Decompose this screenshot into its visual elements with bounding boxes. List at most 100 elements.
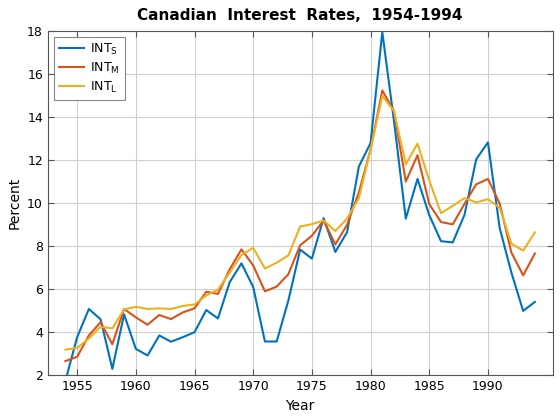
INT$_\mathregular{M}$: [332, 242, 339, 247]
INT$_\mathregular{S}$: [156, 333, 162, 338]
INT$_\mathregular{L}$: [167, 307, 174, 312]
INT$_\mathregular{M}$: [144, 322, 151, 327]
INT$_\mathregular{L}$: [109, 326, 116, 331]
INT$_\mathregular{M}$: [273, 284, 280, 289]
INT$_\mathregular{S}$: [262, 339, 268, 344]
INT$_\mathregular{L}$: [214, 287, 221, 292]
INT$_\mathregular{S}$: [449, 240, 456, 245]
INT$_\mathregular{S}$: [356, 164, 362, 169]
INT$_\mathregular{S}$: [179, 335, 186, 340]
INT$_\mathregular{S}$: [144, 353, 151, 358]
INT$_\mathregular{M}$: [62, 359, 69, 364]
INT$_\mathregular{S}$: [437, 239, 444, 244]
INT$_\mathregular{M}$: [133, 315, 139, 320]
INT$_\mathregular{M}$: [356, 190, 362, 195]
INT$_\mathregular{M}$: [167, 317, 174, 322]
Legend: INT$_\mathregular{S}$, INT$_\mathregular{M}$, INT$_\mathregular{L}$: INT$_\mathregular{S}$, INT$_\mathregular…: [54, 37, 125, 100]
INT$_\mathregular{L}$: [262, 266, 268, 271]
INT$_\mathregular{S}$: [496, 226, 503, 231]
INT$_\mathregular{L}$: [273, 260, 280, 265]
X-axis label: Year: Year: [286, 399, 315, 412]
INT$_\mathregular{L}$: [156, 306, 162, 311]
INT$_\mathregular{L}$: [426, 178, 433, 183]
INT$_\mathregular{M}$: [531, 251, 538, 256]
INT$_\mathregular{M}$: [97, 320, 104, 325]
INT$_\mathregular{S}$: [285, 298, 292, 303]
INT$_\mathregular{S}$: [508, 270, 515, 275]
INT$_\mathregular{S}$: [344, 230, 351, 235]
INT$_\mathregular{M}$: [214, 291, 221, 297]
INT$_\mathregular{S}$: [167, 339, 174, 344]
INT$_\mathregular{M}$: [226, 267, 233, 272]
INT$_\mathregular{M}$: [520, 273, 526, 278]
INT$_\mathregular{M}$: [191, 306, 198, 311]
INT$_\mathregular{S}$: [133, 346, 139, 352]
INT$_\mathregular{M}$: [426, 202, 433, 207]
INT$_\mathregular{S}$: [109, 366, 116, 371]
INT$_\mathregular{M}$: [309, 233, 315, 238]
INT$_\mathregular{L}$: [226, 270, 233, 275]
INT$_\mathregular{M}$: [449, 222, 456, 227]
INT$_\mathregular{L}$: [356, 196, 362, 201]
INT$_\mathregular{L}$: [238, 252, 245, 257]
INT$_\mathregular{M}$: [320, 218, 327, 223]
INT$_\mathregular{S}$: [531, 299, 538, 304]
INT$_\mathregular{M}$: [403, 179, 409, 184]
INT$_\mathregular{S}$: [391, 119, 398, 124]
INT$_\mathregular{L}$: [461, 196, 468, 201]
INT$_\mathregular{L}$: [133, 304, 139, 310]
INT$_\mathregular{S}$: [97, 317, 104, 322]
Y-axis label: Percent: Percent: [7, 177, 21, 229]
INT$_\mathregular{M}$: [285, 272, 292, 277]
INT$_\mathregular{L}$: [74, 345, 81, 350]
INT$_\mathregular{M}$: [484, 176, 491, 181]
INT$_\mathregular{L}$: [203, 293, 209, 298]
INT$_\mathregular{L}$: [86, 336, 92, 341]
INT$_\mathregular{S}$: [203, 307, 209, 312]
INT$_\mathregular{L}$: [285, 253, 292, 258]
INT$_\mathregular{M}$: [461, 202, 468, 207]
INT$_\mathregular{L}$: [121, 307, 128, 312]
INT$_\mathregular{L}$: [473, 200, 479, 205]
INT$_\mathregular{M}$: [121, 307, 128, 312]
INT$_\mathregular{S}$: [414, 176, 421, 181]
INT$_\mathregular{S}$: [297, 247, 304, 252]
INT$_\mathregular{L}$: [320, 218, 327, 223]
Line: INT$_\mathregular{M}$: INT$_\mathregular{M}$: [66, 90, 535, 361]
INT$_\mathregular{L}$: [62, 347, 69, 352]
INT$_\mathregular{M}$: [297, 243, 304, 248]
INT$_\mathregular{S}$: [426, 213, 433, 218]
INT$_\mathregular{S}$: [309, 256, 315, 261]
INT$_\mathregular{L}$: [391, 109, 398, 114]
INT$_\mathregular{L}$: [520, 248, 526, 253]
INT$_\mathregular{S}$: [379, 29, 386, 34]
INT$_\mathregular{M}$: [179, 310, 186, 315]
INT$_\mathregular{S}$: [484, 140, 491, 145]
INT$_\mathregular{S}$: [367, 140, 374, 145]
INT$_\mathregular{M}$: [74, 354, 81, 359]
INT$_\mathregular{M}$: [473, 182, 479, 187]
INT$_\mathregular{S}$: [62, 378, 69, 383]
INT$_\mathregular{M}$: [437, 220, 444, 225]
INT$_\mathregular{S}$: [332, 249, 339, 255]
INT$_\mathregular{L}$: [367, 147, 374, 152]
INT$_\mathregular{L}$: [297, 224, 304, 229]
INT$_\mathregular{L}$: [403, 162, 409, 167]
INT$_\mathregular{L}$: [309, 222, 315, 227]
INT$_\mathregular{M}$: [203, 289, 209, 294]
INT$_\mathregular{M}$: [496, 201, 503, 206]
INT$_\mathregular{S}$: [520, 308, 526, 313]
INT$_\mathregular{L}$: [379, 93, 386, 98]
INT$_\mathregular{L}$: [144, 307, 151, 312]
INT$_\mathregular{S}$: [86, 307, 92, 312]
INT$_\mathregular{L}$: [332, 228, 339, 234]
Line: INT$_\mathregular{L}$: INT$_\mathregular{L}$: [66, 96, 535, 350]
INT$_\mathregular{M}$: [508, 250, 515, 255]
INT$_\mathregular{S}$: [250, 284, 256, 289]
INT$_\mathregular{L}$: [250, 245, 256, 250]
INT$_\mathregular{L}$: [179, 304, 186, 309]
INT$_\mathregular{M}$: [379, 88, 386, 93]
INT$_\mathregular{L}$: [414, 141, 421, 146]
INT$_\mathregular{M}$: [414, 153, 421, 158]
INT$_\mathregular{S}$: [214, 316, 221, 321]
